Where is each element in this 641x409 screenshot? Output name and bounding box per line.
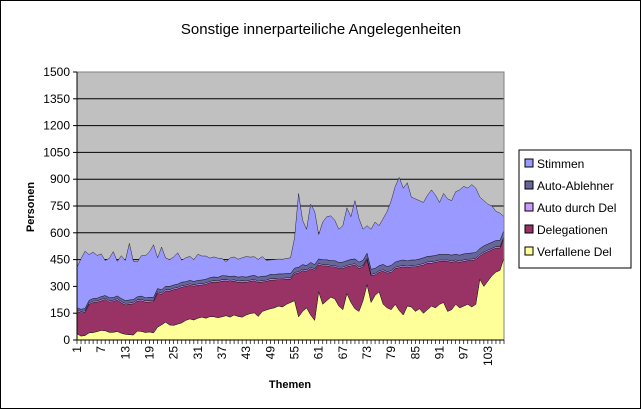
x-tick-label: 49	[263, 346, 277, 360]
x-tick-label: 1	[70, 346, 84, 353]
legend-swatch	[524, 202, 534, 212]
y-axis-label: Personen	[25, 182, 37, 232]
y-tick-label: 1350	[43, 92, 70, 106]
x-tick-label: 103	[481, 346, 495, 366]
y-tick-label: 450	[50, 253, 70, 267]
y-tick-label: 750	[50, 199, 70, 213]
x-tick-label: 19	[143, 346, 157, 360]
chart-title: Sonstige innerparteiliche Angelegenheite…	[181, 21, 461, 38]
legend-label: Auto durch Del	[537, 201, 616, 215]
legend-swatch	[524, 246, 534, 256]
x-tick-label: 43	[239, 346, 253, 360]
legend-label: Delegationen	[537, 223, 608, 237]
x-tick-label: 7	[94, 346, 108, 353]
y-tick-label: 0	[63, 333, 70, 347]
legend-swatch	[524, 158, 534, 168]
x-tick-label: 25	[167, 346, 181, 360]
legend: Stimmen Auto-Ablehner Auto durch Del Delega…	[518, 149, 632, 269]
x-tick-label: 67	[336, 346, 350, 360]
legend-label: Stimmen	[537, 157, 584, 171]
x-tick-label: 79	[384, 346, 398, 360]
y-tick-label: 600	[50, 226, 70, 240]
y-tick-label: 900	[50, 172, 70, 186]
legend-label: Auto-Ablehner	[537, 179, 614, 193]
y-tick-label: 150	[50, 306, 70, 320]
x-axis-label: Themen	[269, 379, 311, 391]
x-tick-label: 37	[215, 346, 229, 360]
x-tick-label: 85	[408, 346, 422, 360]
x-tick-label: 73	[360, 346, 374, 360]
legend-label: Verfallene Del	[537, 245, 612, 259]
y-tick-label: 1200	[43, 119, 70, 133]
x-tick-label: 13	[118, 346, 132, 360]
y-tick-label: 300	[50, 279, 70, 293]
x-tick-label: 91	[433, 346, 447, 360]
y-tick-label: 1500	[43, 65, 70, 79]
legend-swatch	[524, 180, 534, 190]
x-tick-label: 61	[312, 346, 326, 360]
plot-area	[76, 71, 505, 341]
axes: 0 150 300 450 600 750 900 1050 1200 1350 1500 1 7 13 1…	[43, 65, 505, 366]
legend-box	[518, 149, 632, 269]
legend-swatch	[524, 224, 534, 234]
x-tick-label: 31	[191, 346, 205, 360]
x-tick-label: 97	[457, 346, 471, 360]
y-tick-label: 1050	[43, 145, 70, 159]
x-tick-label: 55	[288, 346, 302, 360]
